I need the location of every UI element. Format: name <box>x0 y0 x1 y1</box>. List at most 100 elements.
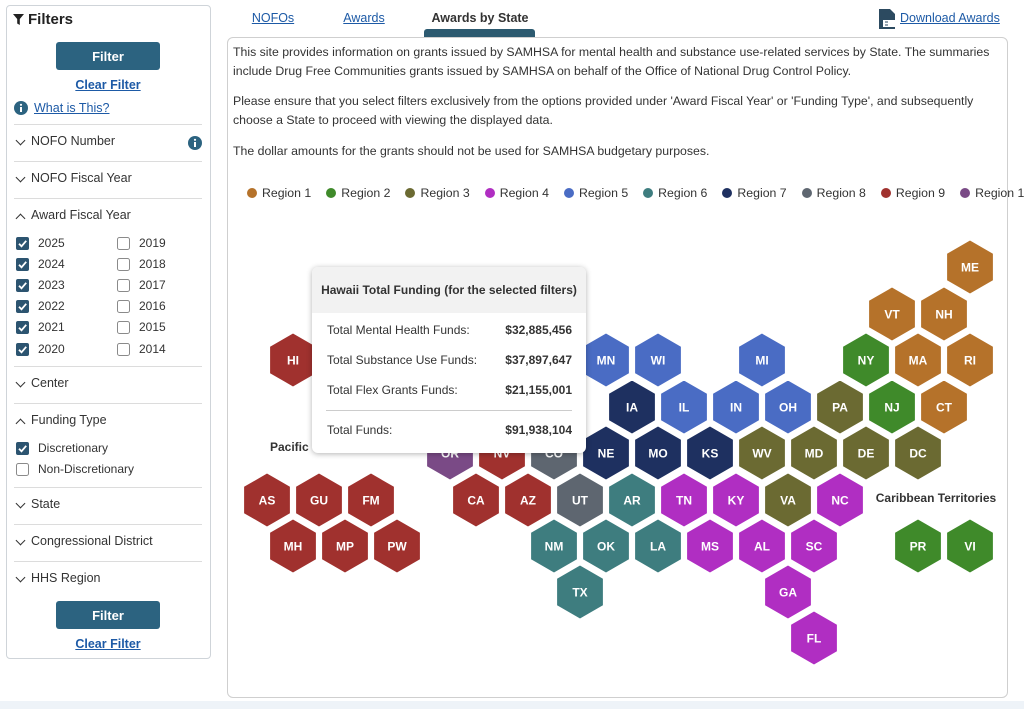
state-hex[interactable]: SC <box>790 518 838 574</box>
state-hex[interactable]: AS <box>243 472 291 528</box>
filter-option[interactable]: Discretionary <box>38 440 109 455</box>
checkbox[interactable] <box>16 236 29 250</box>
filter-section-header[interactable]: Congressional District <box>31 533 153 548</box>
state-hex[interactable]: VA <box>764 472 812 528</box>
filter-section-header[interactable]: Award Fiscal Year <box>31 208 131 222</box>
state-hex[interactable]: DE <box>842 425 890 481</box>
state-hex[interactable]: PW <box>373 518 421 574</box>
state-hex[interactable]: KS <box>686 425 734 481</box>
info-icon[interactable] <box>14 101 28 115</box>
state-hex[interactable]: AZ <box>504 472 552 528</box>
filter-option[interactable]: 2023 <box>38 277 65 292</box>
filter-option[interactable]: 2020 <box>38 341 65 356</box>
filter-section-header[interactable]: State <box>31 496 61 511</box>
clear-filter-link[interactable]: Clear Filter <box>75 78 141 92</box>
state-hex[interactable]: VT <box>868 286 916 342</box>
state-hex[interactable]: PR <box>894 518 942 574</box>
checkbox[interactable] <box>117 321 130 335</box>
legend-item[interactable]: Region 9 <box>880 186 945 200</box>
state-hex[interactable]: KY <box>712 472 760 528</box>
tab[interactable]: Awards <box>343 11 385 25</box>
filter-section-header[interactable]: NOFO Fiscal Year <box>31 171 132 185</box>
filter-option[interactable]: 2019 <box>139 235 166 250</box>
filter-option[interactable]: 2018 <box>139 256 166 271</box>
checkbox[interactable] <box>117 342 130 356</box>
checkbox[interactable] <box>16 342 29 356</box>
state-hex[interactable]: WI <box>634 332 682 388</box>
checkbox[interactable] <box>16 462 29 476</box>
help-link[interactable]: What is This? <box>34 101 110 115</box>
checkbox[interactable] <box>16 300 29 314</box>
download-link[interactable]: Download Awards <box>900 11 1000 25</box>
filter-section-header[interactable]: NOFO Number <box>31 134 116 148</box>
state-hex[interactable]: AL <box>738 518 786 574</box>
filter-section-header[interactable]: Funding Type <box>31 413 107 428</box>
state-hex[interactable]: MN <box>582 332 630 388</box>
info-icon[interactable] <box>188 136 202 150</box>
filter-option[interactable]: 2021 <box>38 320 65 335</box>
state-hex[interactable]: LA <box>634 518 682 574</box>
state-hex[interactable]: CT <box>920 379 968 435</box>
filter-option[interactable]: 2022 <box>38 299 65 314</box>
filter-button[interactable]: Filter <box>56 42 160 70</box>
state-hex[interactable]: MI <box>738 332 786 388</box>
state-hex[interactable]: NE <box>582 425 630 481</box>
state-hex[interactable]: GU <box>295 472 343 528</box>
state-hex[interactable]: OH <box>764 379 812 435</box>
state-hex[interactable]: OK <box>582 518 630 574</box>
filter-button[interactable]: Filter <box>56 601 160 629</box>
state-hex[interactable]: NY <box>842 332 890 388</box>
legend-item[interactable]: Region 2 <box>326 186 390 200</box>
filter-option[interactable]: 2016 <box>139 299 166 314</box>
state-hex[interactable]: VI <box>946 518 994 574</box>
filter-option[interactable]: 2017 <box>139 277 166 292</box>
legend-item[interactable]: Region 10 <box>960 186 1024 200</box>
filter-option[interactable]: 2014 <box>139 341 166 356</box>
checkbox[interactable] <box>16 257 29 271</box>
legend-item[interactable]: Region 3 <box>405 186 470 200</box>
state-hex[interactable]: NC <box>816 472 864 528</box>
legend-item[interactable]: Region 4 <box>484 186 549 200</box>
checkbox[interactable] <box>117 278 130 292</box>
state-hex[interactable]: DC <box>894 425 942 481</box>
legend-item[interactable]: Region 8 <box>801 186 866 200</box>
state-hex[interactable]: CA <box>452 472 500 528</box>
state-hex[interactable]: ME <box>946 239 994 295</box>
tab[interactable]: NOFOs <box>251 11 295 25</box>
checkbox[interactable] <box>117 236 130 250</box>
state-hex[interactable]: MP <box>321 518 369 574</box>
state-hex[interactable]: NM <box>530 518 578 574</box>
checkbox[interactable] <box>16 278 29 292</box>
state-hex[interactable]: IL <box>660 379 708 435</box>
state-hex[interactable]: UT <box>556 472 604 528</box>
checkbox[interactable] <box>117 300 130 314</box>
state-hex[interactable]: PA <box>816 379 864 435</box>
legend-item[interactable]: Region 1 <box>247 186 311 200</box>
state-hex[interactable]: IA <box>608 379 656 435</box>
filter-option[interactable]: Non-Discretionary <box>38 461 135 476</box>
filter-section-header[interactable]: HHS Region <box>31 570 101 585</box>
filter-option[interactable]: 2015 <box>139 320 166 335</box>
state-hex[interactable]: RI <box>946 332 994 388</box>
state-hex[interactable]: MH <box>269 518 317 574</box>
state-hex[interactable]: FM <box>347 472 395 528</box>
legend-item[interactable]: Region 7 <box>722 186 787 200</box>
legend-item[interactable]: Region 5 <box>563 186 628 200</box>
state-hex[interactable]: WV <box>738 425 786 481</box>
checkbox[interactable] <box>16 321 29 335</box>
clear-filter-link[interactable]: Clear Filter <box>75 637 141 651</box>
checkbox[interactable] <box>117 257 130 271</box>
state-hex[interactable]: AR <box>608 472 656 528</box>
csv-icon[interactable] <box>878 9 896 29</box>
state-hex[interactable]: NH <box>920 286 968 342</box>
state-hex[interactable]: TX <box>556 564 604 620</box>
state-hex[interactable]: MO <box>634 425 682 481</box>
legend-item[interactable]: Region 6 <box>643 186 707 200</box>
filter-option[interactable]: 2024 <box>38 256 65 271</box>
checkbox[interactable] <box>16 441 29 455</box>
state-hex[interactable]: FL <box>790 610 838 666</box>
filter-section-header[interactable]: Center <box>31 376 69 391</box>
state-hex[interactable]: TN <box>660 472 708 528</box>
state-hex[interactable]: NJ <box>868 379 916 435</box>
state-hex[interactable]: MS <box>686 518 734 574</box>
